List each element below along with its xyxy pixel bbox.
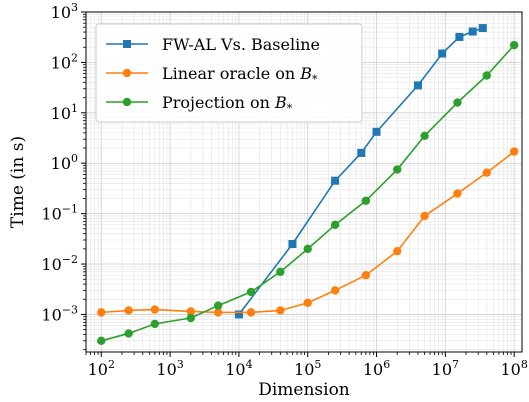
data-point-fw-al	[413, 81, 422, 90]
data-point-linear-oracle	[420, 211, 429, 221]
legend-label: Linear oracle on B*	[162, 64, 318, 86]
data-point-projection	[330, 220, 340, 230]
data-point-projection	[150, 319, 160, 329]
data-point-linear-oracle	[246, 308, 256, 317]
data-point-linear-oracle	[361, 271, 371, 280]
data-point-projection	[361, 196, 371, 205]
series	[97, 24, 519, 346]
data-point-linear-oracle	[150, 305, 160, 314]
x-tick-label: 103	[156, 358, 183, 379]
data-point-projection	[303, 244, 312, 254]
data-point-projection	[393, 165, 402, 174]
legend-marker	[122, 68, 132, 78]
data-point-projection	[276, 267, 285, 277]
y-tick-label: 10−1	[41, 203, 78, 224]
data-point-fw-al	[455, 32, 464, 41]
y-tick-label: 102	[51, 51, 78, 72]
data-point-projection	[97, 336, 106, 346]
data-point-fw-al	[288, 239, 297, 248]
data-point-fw-al	[468, 27, 477, 36]
y-tick-label: 103	[51, 1, 78, 22]
data-point-fw-al	[478, 24, 487, 33]
x-tick-label: 104	[225, 358, 252, 379]
y-tick-label: 100	[51, 152, 78, 173]
data-point-projection	[186, 313, 195, 323]
data-point-projection	[213, 301, 223, 310]
x-tick-label: 106	[363, 358, 390, 379]
data-point-linear-oracle	[509, 147, 519, 156]
series-linear-oracle	[97, 147, 519, 317]
data-point-linear-oracle	[97, 308, 106, 317]
x-axis-label: Dimension	[258, 380, 350, 400]
data-point-projection	[246, 287, 256, 297]
x-tick-label: 105	[294, 358, 321, 379]
legend-item-projection: Projection on B*	[106, 93, 293, 115]
data-point-projection	[509, 40, 519, 50]
legend-label: FW-AL Vs. Baseline	[162, 35, 320, 54]
y-tick-label: 10−3	[41, 303, 78, 324]
legend-label: Projection on B*	[162, 93, 293, 115]
data-point-linear-oracle	[330, 286, 340, 295]
data-point-projection	[453, 98, 462, 107]
data-point-linear-oracle	[124, 306, 133, 315]
data-point-fw-al	[234, 310, 243, 319]
x-tick-label: 108	[500, 358, 527, 379]
y-axis-label: Time (in s)	[8, 136, 28, 228]
y-tick-label: 101	[51, 102, 78, 123]
data-point-projection	[420, 131, 429, 141]
data-point-linear-oracle	[453, 189, 462, 198]
legend-marker	[122, 97, 132, 107]
data-point-fw-al	[331, 176, 340, 185]
data-point-fw-al	[372, 127, 381, 136]
data-point-projection	[124, 329, 133, 338]
data-point-fw-al	[357, 148, 366, 157]
x-tick-label: 107	[432, 358, 459, 379]
data-point-linear-oracle	[276, 306, 285, 315]
legend-item-linear-oracle: Linear oracle on B*	[106, 64, 318, 86]
data-point-projection	[482, 71, 491, 80]
legend-item-fw-al: FW-AL Vs. Baseline	[106, 35, 320, 54]
data-point-linear-oracle	[482, 168, 491, 177]
data-point-fw-al	[438, 49, 447, 58]
legend: FW-AL Vs. Baseline Linear oracle on B* Pro…	[95, 23, 363, 123]
y-tick-label: 10−2	[41, 253, 78, 274]
data-point-linear-oracle	[213, 308, 223, 317]
legend-box	[95, 23, 363, 123]
series-line-fw-al	[238, 27, 484, 315]
legend-marker	[123, 40, 131, 48]
data-point-linear-oracle	[303, 298, 312, 308]
x-tick-label: 102	[88, 358, 115, 379]
data-point-linear-oracle	[393, 246, 402, 256]
series-projection	[97, 40, 519, 346]
plot-frame	[85, 11, 523, 353]
series-fw-al	[234, 24, 487, 319]
data-point-linear-oracle	[186, 307, 195, 316]
